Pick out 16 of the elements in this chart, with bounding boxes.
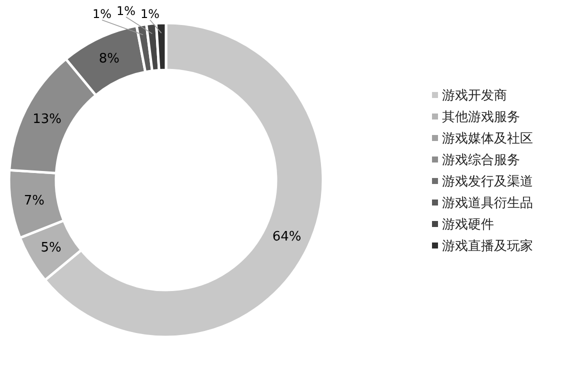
legend-label: 游戏硬件 [442,218,494,232]
legend-label: 游戏道具衍生品 [442,196,533,211]
data-label: 1% [140,7,160,21]
legend-label: 游戏媒体及社区 [442,132,533,146]
data-label: 8% [98,52,120,67]
legend-label: 游戏发行及渠道 [442,174,533,190]
data-label: 1% [92,7,112,21]
legend-label: 游戏开发商 [442,88,507,104]
data-label: 13% [32,112,62,127]
data-label: 5% [40,240,62,256]
legend-label: 游戏综合服务 [442,153,520,168]
data-label: 1% [116,4,136,18]
legend-label: 游戏直播及玩家 [442,238,533,254]
data-label: 7% [24,193,44,208]
legend-label: 其他游戏服务 [442,110,520,125]
data-label: 64% [272,229,302,244]
